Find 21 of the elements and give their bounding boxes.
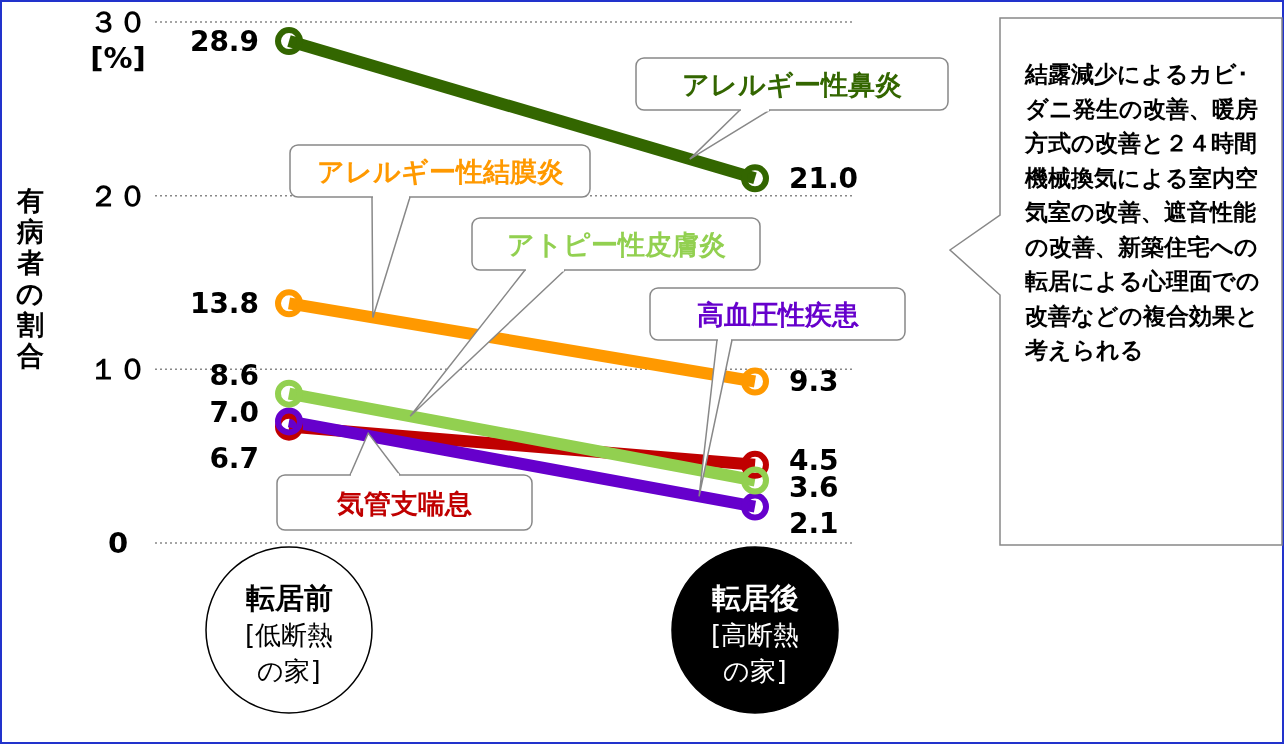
- y-axis-title: 有病者の割合: [15, 185, 44, 371]
- y-tick-label: ３０ [%]: [89, 5, 147, 75]
- y-tick-label: ２０: [89, 178, 147, 213]
- data-label: 9.3: [789, 365, 839, 399]
- data-label: 7.0: [209, 396, 259, 430]
- y-tick-label: 0: [107, 526, 129, 560]
- y-tick-label: １０: [89, 352, 147, 387]
- text: アレルギー性結膜炎: [316, 156, 564, 187]
- data-label: 6.7: [209, 441, 259, 475]
- data-label: 8.6: [209, 358, 259, 392]
- data-label: 21.0: [789, 162, 859, 196]
- x-tick-label: 転居前[低断熱の家]: [244, 581, 334, 686]
- x-tick-label: 転居後[高断熱の家]: [710, 581, 800, 686]
- text: 高血圧性疾患: [696, 299, 859, 330]
- data-label: 28.9: [189, 25, 259, 59]
- text: アレルギー性鼻炎: [682, 69, 902, 100]
- text: アトピー性皮膚炎: [506, 229, 726, 260]
- data-label: 2.1: [789, 506, 839, 540]
- data-label: 13.8: [189, 287, 259, 321]
- text: 結露減少によるカビ･ダニ発生の改善、暖房方式の改善と２４時間機械換気による室内空気室の改善、遮音性能の改善、新築住宅への転居による心理面での改善などの複合効果と考えられる: [1025, 61, 1260, 363]
- series-label: 気管支喘息: [336, 487, 472, 519]
